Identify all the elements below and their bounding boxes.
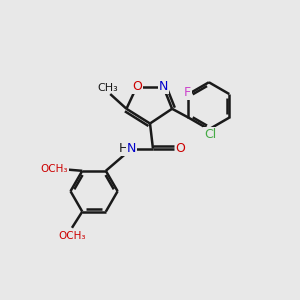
Text: Cl: Cl bbox=[204, 128, 217, 141]
Text: N: N bbox=[159, 80, 168, 93]
Text: OCH₃: OCH₃ bbox=[58, 231, 86, 241]
Text: N: N bbox=[127, 142, 136, 155]
Text: O: O bbox=[132, 80, 142, 93]
Text: OCH₃: OCH₃ bbox=[40, 164, 68, 174]
Text: H: H bbox=[119, 142, 128, 155]
Text: O: O bbox=[176, 142, 186, 155]
Text: F: F bbox=[184, 86, 190, 99]
Text: CH₃: CH₃ bbox=[97, 82, 118, 93]
